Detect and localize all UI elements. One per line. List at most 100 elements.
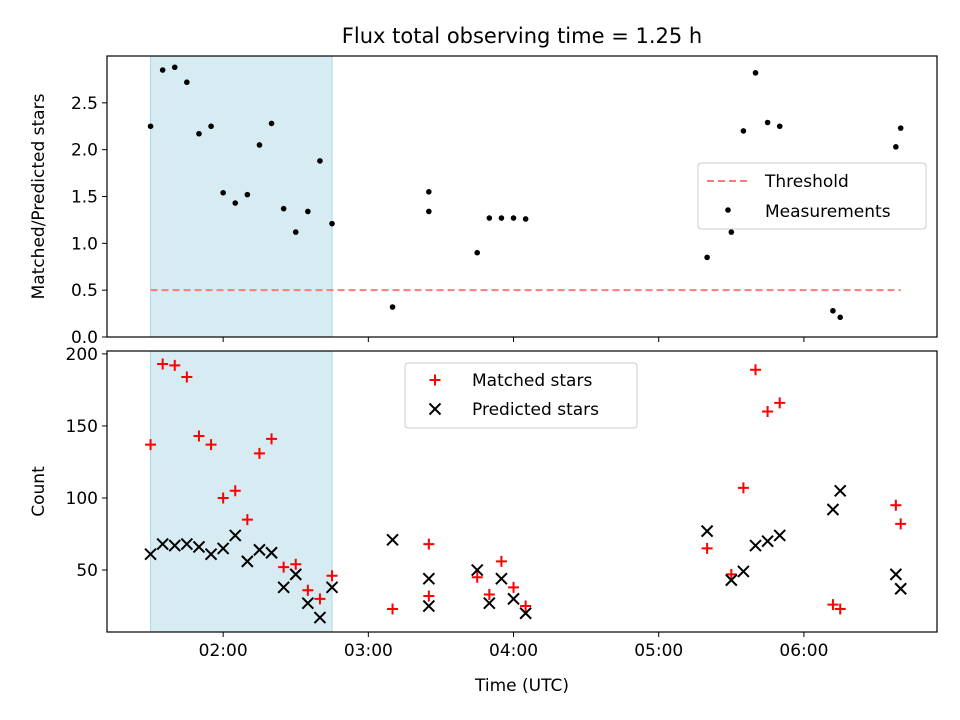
- matched-point: [520, 600, 532, 612]
- measurement-point: [171, 64, 178, 71]
- measurement-point: [474, 249, 481, 256]
- matched-point: [193, 430, 205, 442]
- measurement-point: [426, 208, 432, 215]
- shaded-interval: [150, 350, 333, 633]
- x-axis-label: Time (UTC): [474, 676, 569, 696]
- axes-frame: [106, 350, 938, 633]
- matched-point: [423, 590, 435, 602]
- measurement-point: [510, 215, 517, 221]
- legend: Matched stars Predicted stars: [404, 362, 638, 429]
- matched-point: [725, 568, 737, 580]
- measurement-point: [280, 205, 287, 212]
- predicted-point: [507, 592, 520, 606]
- predicted-point: [483, 596, 496, 610]
- measurement-point: [305, 208, 311, 215]
- y-tick-label: 2.0: [71, 141, 98, 161]
- predicted-point: [826, 503, 840, 516]
- matched-point: [169, 359, 181, 371]
- figure-title: Flux total observing time = 1.25 h: [342, 24, 702, 48]
- matched-point: [834, 603, 846, 615]
- matched-point: [278, 561, 290, 573]
- matched-point: [471, 571, 483, 583]
- measurement-point: [764, 119, 771, 126]
- shaded-interval: [150, 55, 333, 338]
- predicted-point: [180, 537, 194, 551]
- y-tick-label: 0.5: [71, 281, 98, 301]
- matched-point: [205, 439, 217, 451]
- predicted-point: [204, 547, 218, 561]
- measurement-point: [317, 158, 323, 164]
- measurement-point: [184, 79, 190, 86]
- y-tick-label: 150: [66, 417, 98, 437]
- predicted-point: [761, 535, 774, 548]
- matched-point: [827, 599, 839, 611]
- legend-box: [697, 162, 927, 230]
- measurement-point: [776, 123, 783, 130]
- y-tick-label: 50: [76, 561, 98, 581]
- predicted-point: [156, 537, 169, 551]
- predicted-point: [289, 568, 302, 581]
- predicted-point: [386, 533, 399, 546]
- y-tick-label: 1.5: [71, 188, 98, 208]
- y-tick-label: 1.0: [71, 234, 98, 254]
- y-axis-label: Matched/Predicted stars: [29, 93, 49, 299]
- legend-matched-label: Matched stars: [472, 371, 592, 391]
- matched-point: [890, 499, 902, 511]
- predicted-point: [471, 563, 484, 577]
- predicted-point: [833, 484, 847, 497]
- predicted-point: [216, 542, 230, 555]
- series-measurements: [147, 64, 904, 321]
- measurement-point: [256, 142, 263, 148]
- count-panel: 50 100 150 200 02:00 03:00 04:00 05:00 06:00 Coun…: [29, 345, 938, 661]
- x-tick-label: 02:00: [199, 641, 248, 661]
- measurement-point: [498, 215, 505, 221]
- measurement-point: [389, 304, 396, 310]
- predicted-point: [301, 596, 315, 610]
- legend-predicted-label: Predicted stars: [472, 400, 599, 420]
- predicted-point: [889, 568, 903, 581]
- x-tick-label: 06:00: [779, 641, 828, 661]
- matched-point: [302, 584, 314, 596]
- predicted-point: [313, 611, 327, 624]
- matched-point: [253, 447, 265, 459]
- matched-point: [241, 514, 253, 526]
- matched-point: [229, 485, 241, 497]
- matched-point: [217, 492, 229, 504]
- legend-matched-swatch: [429, 374, 441, 386]
- predicted-point: [700, 524, 714, 538]
- matched-point: [750, 364, 762, 376]
- x-tick-label: 04:00: [489, 641, 538, 661]
- predicted-point: [725, 573, 738, 587]
- measurement-point: [704, 254, 710, 261]
- y-tick-label: 100: [66, 489, 98, 509]
- matched-point: [483, 589, 495, 601]
- predicted-point: [229, 529, 242, 542]
- legend-measurement-swatch: [725, 207, 731, 213]
- matched-point: [895, 518, 907, 530]
- predicted-point: [265, 546, 278, 559]
- matched-point: [774, 397, 786, 409]
- x-tick-label: 05:00: [634, 641, 683, 661]
- predicted-point: [519, 607, 532, 620]
- matched-point: [314, 593, 326, 605]
- matched-point: [387, 603, 399, 615]
- ratio-panel: 0.0 0.5 1.0 1.5 2.0 2.5 Matched/Predicted star…: [29, 55, 938, 348]
- predicted-point: [192, 540, 206, 554]
- measurement-point: [329, 220, 335, 227]
- measurement-point: [244, 191, 251, 198]
- predicted-point: [144, 547, 157, 561]
- matched-point: [290, 558, 302, 570]
- measurement-point: [837, 314, 844, 321]
- predicted-point: [773, 529, 786, 542]
- measurement-point: [728, 229, 735, 235]
- measurement-point: [897, 125, 904, 131]
- matched-point: [326, 570, 338, 582]
- predicted-point: [325, 581, 339, 594]
- measurement-point: [893, 144, 899, 150]
- y-tick-label: 0.0: [71, 328, 98, 348]
- series-predicted-stars: [144, 484, 907, 624]
- measurement-point: [220, 189, 226, 196]
- measurement-point: [740, 128, 747, 134]
- legend: Threshold Measurements: [697, 162, 927, 230]
